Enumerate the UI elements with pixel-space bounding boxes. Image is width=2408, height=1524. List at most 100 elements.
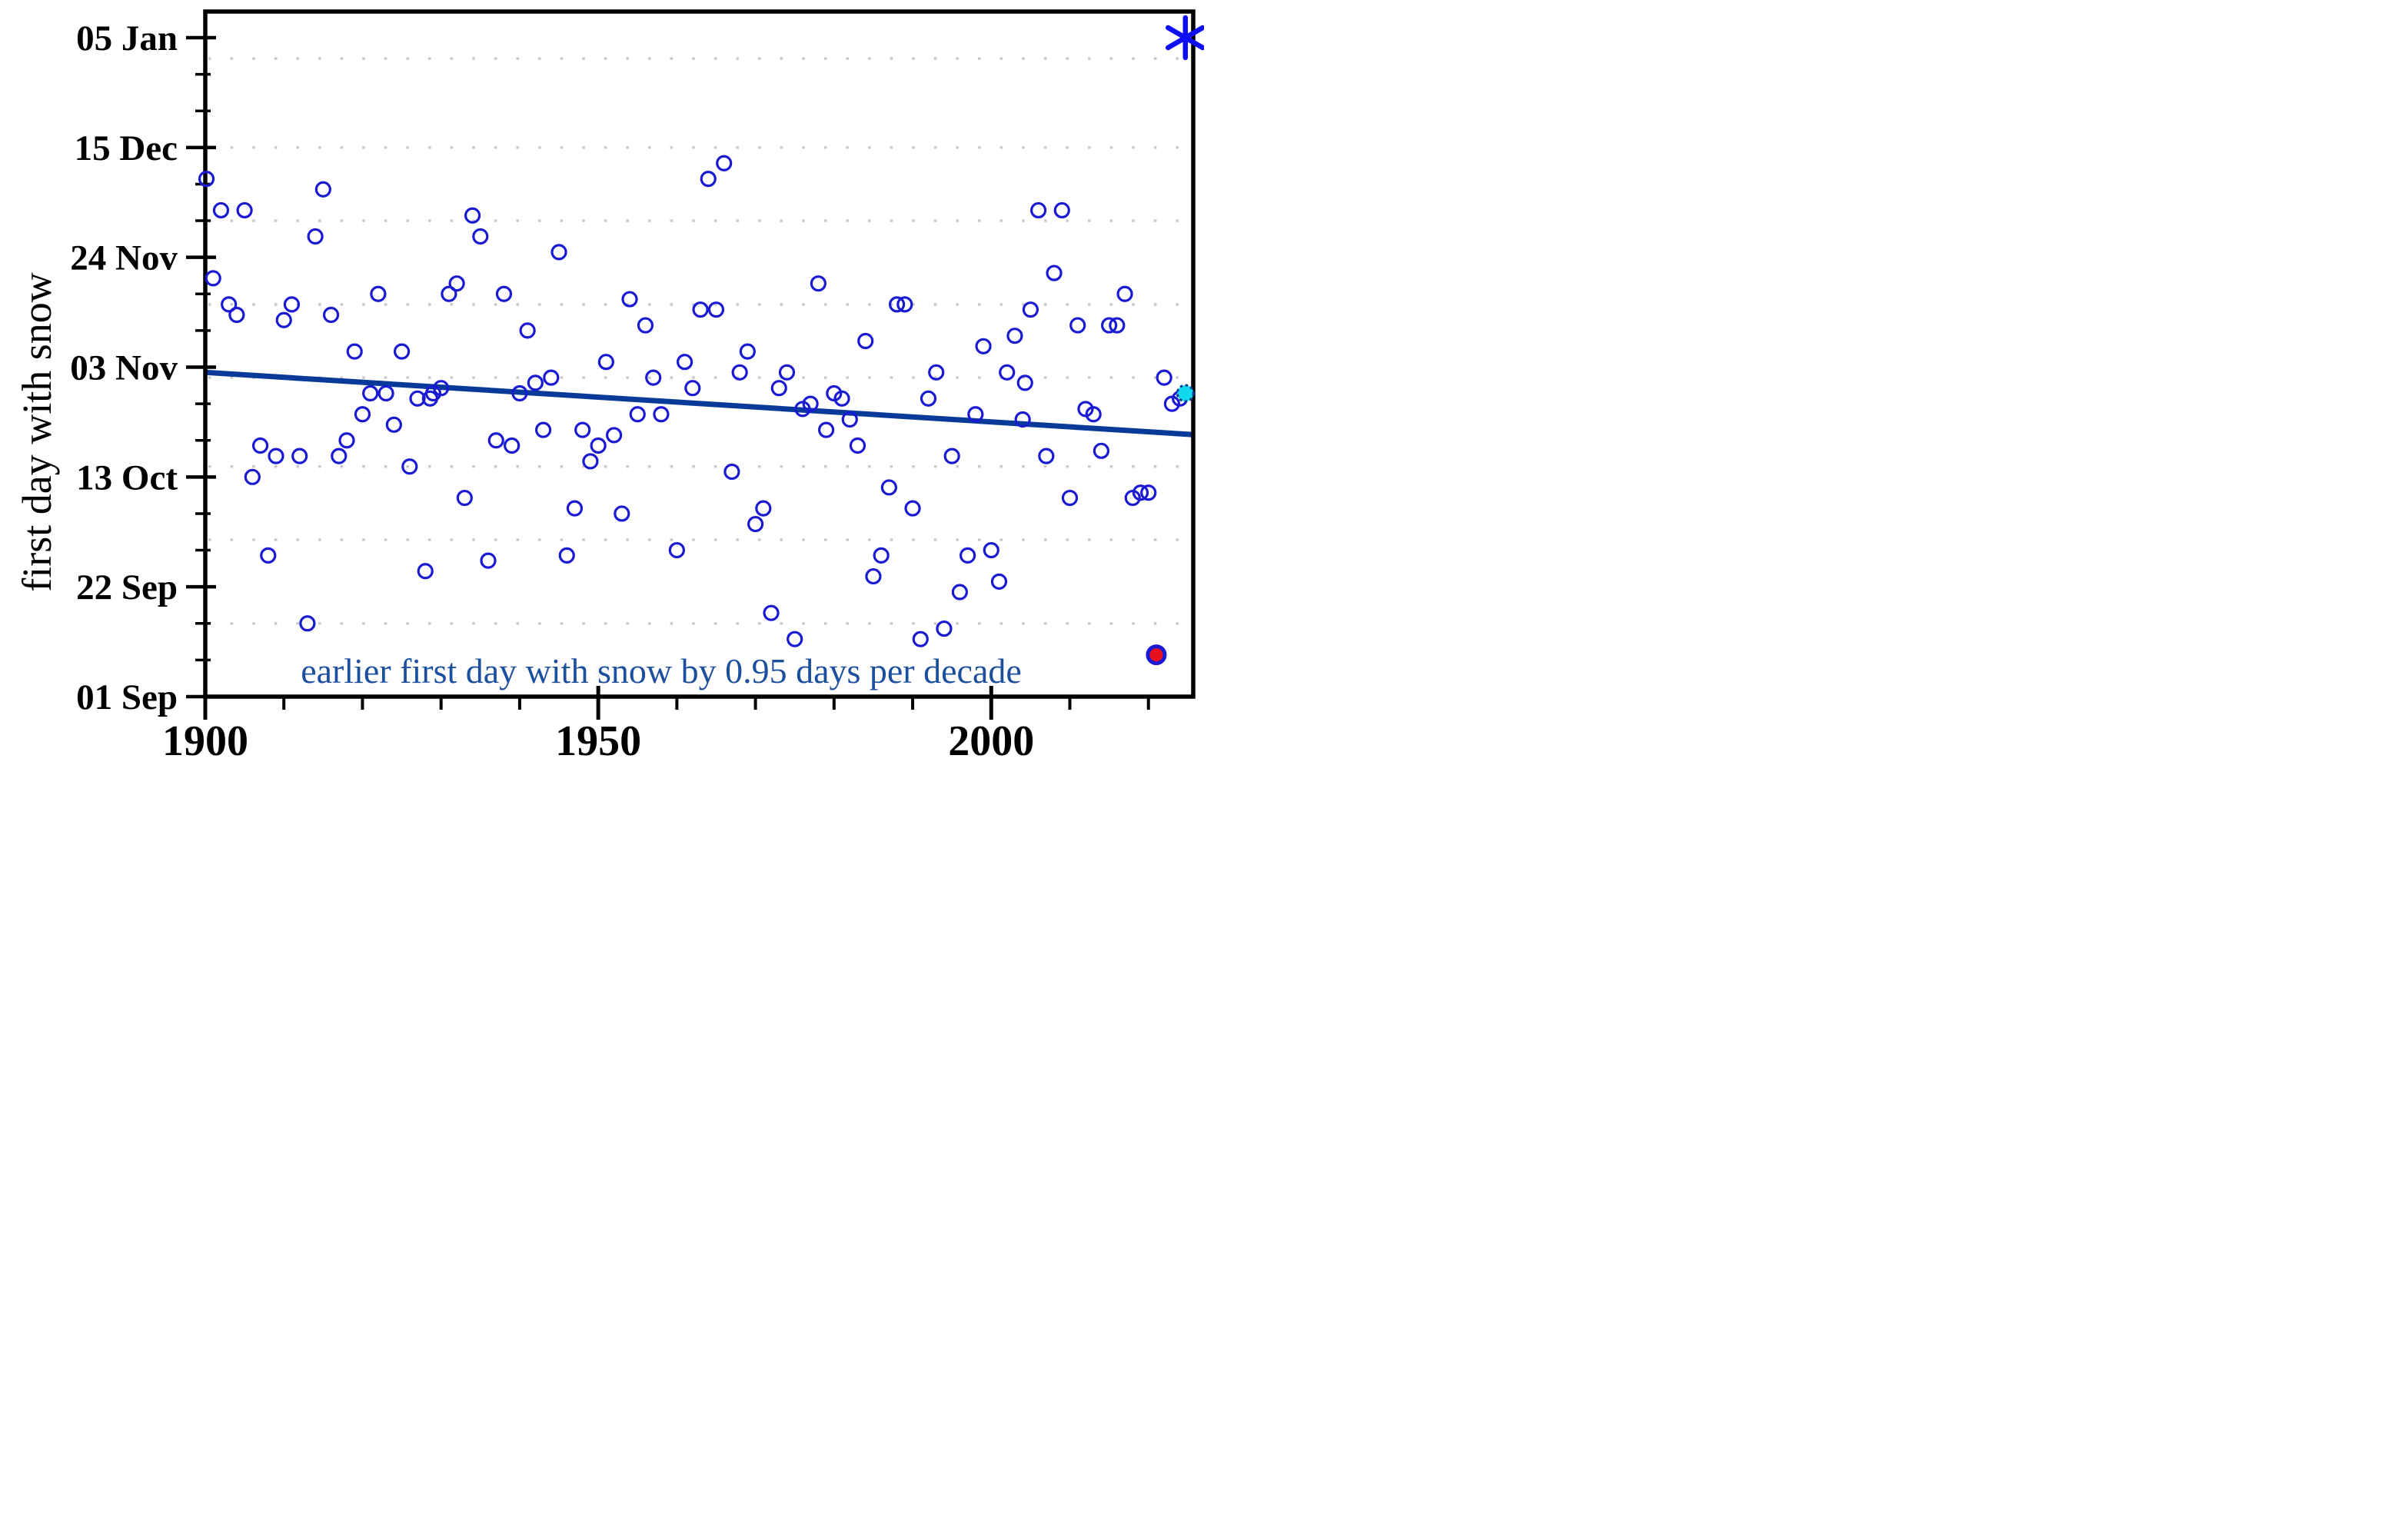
data-point (550, 244, 567, 261)
data-point (433, 380, 450, 397)
data-point (268, 448, 284, 464)
data-point (880, 479, 897, 496)
plot-frame (203, 9, 1196, 699)
data-point (236, 201, 253, 219)
data-point (817, 421, 835, 438)
data-point (975, 338, 992, 354)
data-point (487, 432, 504, 449)
data-point (653, 406, 670, 423)
data-point (1030, 201, 1047, 219)
data-point (354, 406, 371, 423)
data-point (448, 275, 465, 292)
data-point (527, 374, 544, 391)
data-point (960, 547, 976, 564)
y-tick-label: 01 Sep (76, 677, 178, 717)
data-point (802, 395, 819, 412)
data-point (1014, 411, 1031, 428)
data-point (1061, 489, 1079, 507)
data-point (983, 541, 999, 559)
data-point (1156, 369, 1172, 386)
data-point (1069, 317, 1086, 334)
data-point (896, 296, 913, 313)
data-point (614, 505, 630, 522)
y-tick-label: 22 Sep (76, 567, 178, 607)
data-point (1109, 317, 1126, 334)
special-point-asterisk (1166, 25, 1204, 51)
data-point (849, 437, 866, 454)
y-tick-label: 13 Oct (76, 458, 178, 497)
data-point (221, 296, 238, 313)
data-point (889, 296, 906, 313)
data-point (590, 437, 607, 454)
data-point (370, 285, 387, 302)
data-point (251, 437, 269, 454)
data-point (967, 406, 984, 423)
y-tick-label: 15 Dec (75, 128, 178, 168)
data-point (857, 332, 874, 350)
data-point (912, 631, 929, 647)
data-point (810, 275, 827, 292)
data-point (597, 354, 614, 371)
data-point (472, 228, 489, 245)
x-tick-label: 1900 (162, 717, 248, 762)
data-point (244, 468, 261, 485)
data-point (1006, 328, 1023, 344)
data-point (833, 390, 850, 407)
data-point (763, 604, 780, 621)
y-tick-label: 03 Nov (70, 348, 178, 388)
data-point (1116, 285, 1133, 302)
special-point-red-dot (1146, 644, 1167, 666)
data-point (990, 573, 1008, 590)
data-point (574, 421, 591, 438)
data-point (322, 306, 340, 324)
data-point (1053, 201, 1070, 219)
trend-annotation: earlier first day with snow by 0.95 days… (301, 651, 1022, 690)
data-point (582, 453, 599, 470)
data-point (920, 390, 937, 407)
data-point (684, 380, 701, 397)
data-point (228, 306, 245, 324)
data-point (951, 584, 968, 601)
data-point (456, 489, 473, 507)
data-point (338, 432, 355, 449)
data-point (928, 364, 945, 381)
data-point (605, 427, 623, 444)
x-tick-label: 1950 (555, 717, 641, 762)
data-point (716, 155, 733, 171)
data-point (1140, 484, 1157, 501)
data-point (873, 547, 890, 564)
data-point (621, 291, 638, 308)
data-point (362, 384, 379, 402)
data-point (787, 631, 803, 647)
data-point (346, 343, 363, 360)
data-point (377, 384, 394, 402)
data-point (747, 515, 764, 533)
data-point (637, 317, 654, 334)
trend-line (205, 369, 1194, 438)
data-point (755, 500, 772, 517)
data-point (1046, 265, 1063, 281)
data-point (943, 448, 960, 464)
data-point (904, 500, 921, 517)
data-point (480, 552, 497, 569)
data-point (307, 228, 324, 245)
y-tick-label: 24 Nov (70, 238, 178, 278)
data-point (543, 369, 560, 386)
data-point (401, 458, 418, 475)
data-point (770, 380, 787, 397)
data-point (999, 364, 1016, 381)
data-point (205, 270, 221, 287)
chart-page: first day with snow 01 Sep 22 Sep 13 Oct 03… (0, 0, 1204, 762)
data-point (1016, 374, 1033, 391)
data-point (385, 416, 402, 433)
special-point-cyan-dot (1176, 384, 1195, 403)
data-point (629, 406, 646, 423)
data-point (464, 207, 481, 224)
scatter-plot: 01 Sep 22 Sep 13 Oct 03 Nov 24 Nov 15 Dec 05 J… (70, 9, 1204, 762)
data-point (212, 201, 230, 219)
data-point (668, 541, 685, 559)
data-point (566, 500, 584, 517)
data-point (283, 296, 301, 313)
data-point (739, 343, 756, 360)
data-point (841, 411, 858, 428)
